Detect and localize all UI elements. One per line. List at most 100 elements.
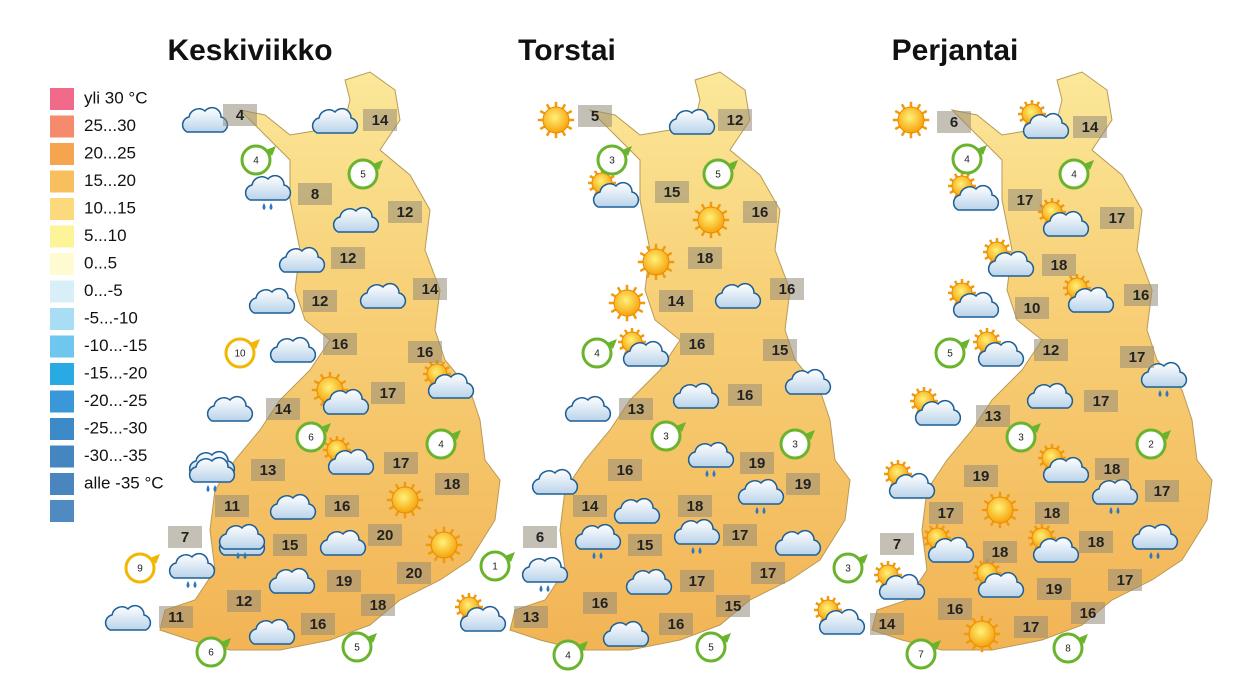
temp-label: 16 bbox=[668, 616, 685, 633]
temp-label: 12 bbox=[312, 293, 329, 310]
cloud bbox=[602, 620, 650, 647]
rain-drop bbox=[213, 485, 217, 492]
temp-box bbox=[1037, 578, 1071, 600]
temp-label: 16 bbox=[752, 204, 769, 221]
rain-drop bbox=[1149, 552, 1153, 559]
temp-box bbox=[413, 278, 447, 300]
rain-drop bbox=[243, 552, 247, 559]
cloud bbox=[592, 181, 640, 208]
wind-circle bbox=[779, 428, 811, 460]
temp-box bbox=[870, 613, 904, 635]
cloud bbox=[1091, 478, 1139, 505]
temp-box bbox=[983, 541, 1017, 563]
rain-drop bbox=[599, 552, 603, 559]
rain-drop bbox=[546, 585, 550, 592]
temp-box bbox=[964, 465, 998, 487]
wind-speed: 3 bbox=[845, 564, 851, 575]
temp-box bbox=[938, 598, 972, 620]
wind-circle bbox=[832, 552, 864, 584]
cloud bbox=[1131, 523, 1179, 550]
temp-label: 18 bbox=[444, 476, 461, 493]
wind-circle bbox=[425, 428, 457, 460]
temp-box bbox=[1079, 531, 1113, 553]
cloud bbox=[774, 529, 822, 556]
wind-circle bbox=[702, 158, 734, 190]
wind-circle bbox=[341, 631, 373, 663]
wind-speed: 4 bbox=[1071, 170, 1077, 181]
temp-label: 11 bbox=[224, 498, 240, 515]
wind-speed: 2 bbox=[1148, 440, 1154, 451]
temp-box bbox=[619, 398, 653, 420]
cloud bbox=[278, 246, 326, 273]
temp-box bbox=[716, 595, 750, 617]
temp-box bbox=[723, 524, 757, 546]
wind-speed: 3 bbox=[663, 432, 669, 443]
temp-box bbox=[1073, 116, 1107, 138]
temp-label: 17 bbox=[380, 385, 397, 402]
temp-label: 18 bbox=[992, 544, 1009, 561]
temp-box bbox=[223, 104, 257, 126]
wind-arrow bbox=[607, 339, 617, 349]
temp-label: 16 bbox=[689, 336, 706, 353]
temp-box bbox=[323, 333, 357, 355]
temp-label: 6 bbox=[950, 114, 958, 131]
wind-speed: 4 bbox=[253, 156, 259, 167]
temp-label: 12 bbox=[1043, 342, 1060, 359]
sun bbox=[697, 206, 725, 234]
map: Perjantai 6 14 17 17 18 10 16 12 17 17 13 19 18 17 17 18… bbox=[814, 34, 1213, 670]
legend-label: 10...15 bbox=[84, 198, 136, 217]
cloud bbox=[878, 573, 926, 600]
sun bbox=[391, 486, 419, 514]
temp-label: 18 bbox=[1051, 257, 1068, 274]
rain-drop bbox=[755, 507, 759, 514]
cloud bbox=[531, 468, 579, 495]
cloud bbox=[104, 604, 152, 631]
wind-speed: 4 bbox=[565, 651, 571, 662]
wind-arrow bbox=[805, 430, 815, 440]
temp-box bbox=[1071, 602, 1105, 624]
temp-label: 17 bbox=[1109, 210, 1126, 227]
cloud bbox=[244, 174, 292, 201]
temp-label: 16 bbox=[779, 281, 796, 298]
temp-box bbox=[740, 452, 774, 474]
temp-label: 8 bbox=[311, 186, 319, 203]
temp-box bbox=[1014, 616, 1048, 638]
wind-circle bbox=[581, 337, 613, 369]
temp-label: 14 bbox=[879, 616, 896, 633]
wind-arrow bbox=[858, 554, 868, 564]
cloud bbox=[564, 395, 612, 422]
wind-speed: 8 bbox=[1065, 644, 1071, 655]
cloud bbox=[248, 618, 296, 645]
temp-box bbox=[368, 524, 402, 546]
rain-drop bbox=[193, 581, 197, 588]
cloud bbox=[427, 372, 475, 399]
cloud bbox=[672, 382, 720, 409]
temp-label: 6 bbox=[536, 529, 544, 546]
wind-arrow bbox=[505, 552, 515, 562]
cloud bbox=[269, 493, 317, 520]
temp-label: 19 bbox=[795, 476, 812, 493]
wind-arrow bbox=[373, 160, 383, 170]
temp-box bbox=[728, 384, 762, 406]
temp-box bbox=[273, 534, 307, 556]
rain-drop bbox=[539, 585, 543, 592]
temp-label: 18 bbox=[697, 250, 714, 267]
temp-label: 16 bbox=[947, 601, 964, 618]
wind-circle bbox=[1052, 632, 1084, 664]
temp-label: 13 bbox=[628, 401, 645, 418]
temp-label: 10 bbox=[1024, 300, 1041, 317]
cloud bbox=[737, 478, 785, 505]
temp-label: 17 bbox=[1154, 483, 1171, 500]
cloud bbox=[1067, 286, 1115, 313]
temp-label: 17 bbox=[1117, 572, 1134, 589]
temp-label: 19 bbox=[1046, 581, 1063, 598]
temp-label: 7 bbox=[181, 529, 189, 546]
temp-label: 19 bbox=[336, 573, 353, 590]
rain-drop bbox=[1109, 507, 1113, 514]
wind-speed: 5 bbox=[708, 643, 714, 654]
rain-drop bbox=[236, 552, 240, 559]
wind-circle bbox=[195, 636, 227, 668]
temp-box bbox=[1008, 189, 1042, 211]
wind-circle bbox=[479, 550, 511, 582]
cloud bbox=[574, 523, 622, 550]
